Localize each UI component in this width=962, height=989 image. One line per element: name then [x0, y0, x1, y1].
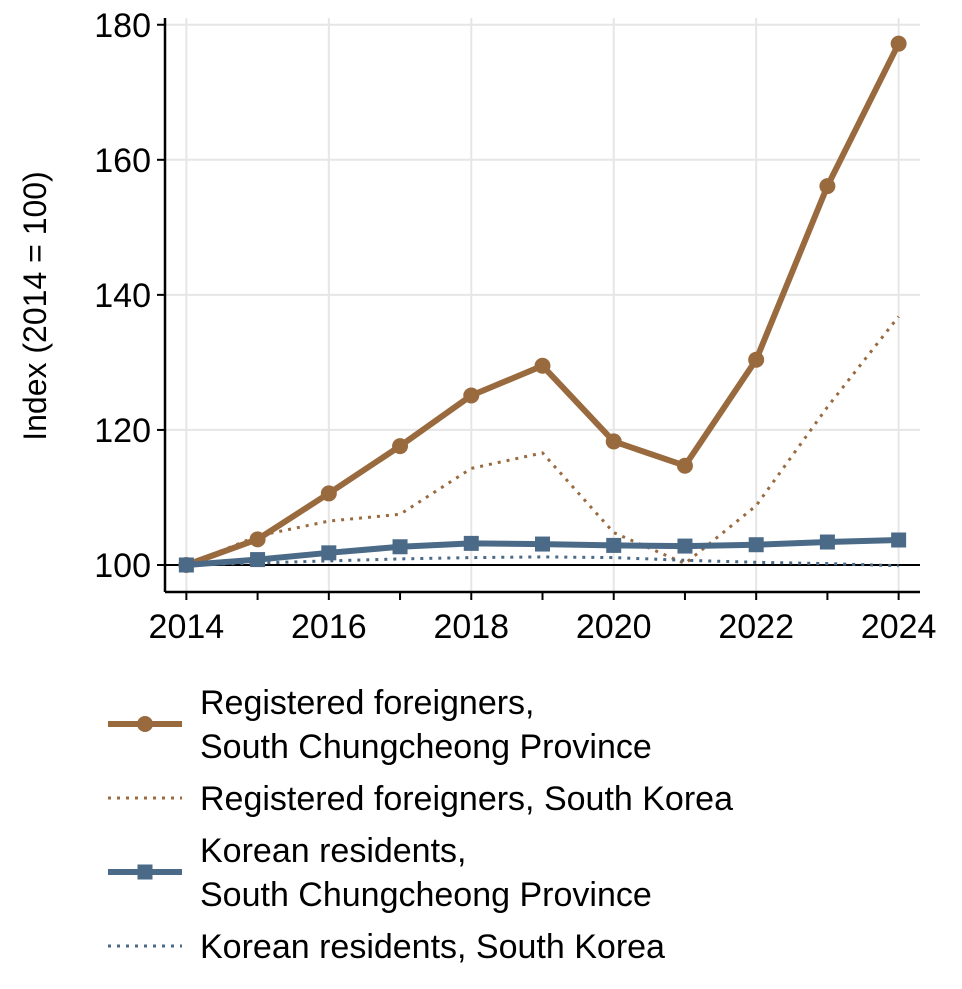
data-point-square: [748, 537, 764, 553]
y-tick-label: 180: [94, 7, 151, 45]
y-tick-label: 100: [94, 547, 151, 585]
data-point-circle: [890, 35, 907, 52]
series-group: [178, 35, 907, 573]
data-point-circle: [819, 178, 836, 195]
data-point-square: [392, 539, 408, 555]
legend-label: Registered foreigners,: [200, 684, 535, 722]
data-point-square: [891, 532, 907, 548]
legend-label: Registered foreigners, South Korea: [200, 780, 733, 818]
series-line-2: [185, 315, 900, 567]
legend-swatch-marker: [137, 716, 153, 732]
data-point-square: [677, 538, 693, 554]
data-point-square: [250, 552, 266, 568]
y-tick-label: 140: [94, 277, 151, 315]
legend-label: South Chungcheong Province: [200, 876, 652, 914]
x-tick-label: 2014: [149, 608, 225, 646]
x-tick-label: 2020: [576, 608, 652, 646]
data-point-square: [321, 545, 337, 561]
data-point-circle: [392, 438, 409, 455]
data-point-circle: [748, 351, 765, 368]
x-tick-label: 2022: [718, 608, 794, 646]
data-point-square: [819, 534, 835, 550]
legend-label: South Chungcheong Province: [200, 728, 652, 766]
grid: [165, 18, 920, 592]
data-point-square: [606, 537, 622, 553]
data-point-circle: [320, 485, 337, 502]
data-point-square: [178, 557, 194, 573]
y-tick-label: 120: [94, 412, 151, 450]
axes: [157, 18, 920, 600]
legend-label: Korean residents, South Korea: [200, 928, 665, 966]
x-tick-label: 2016: [291, 608, 367, 646]
legend-label: Korean residents,: [200, 832, 467, 870]
data-point-circle: [534, 357, 551, 374]
data-point-square: [535, 536, 550, 552]
data-point-circle: [463, 387, 480, 404]
y-axis-title: Index (2014 = 100): [17, 171, 53, 441]
legend-swatch-marker: [137, 864, 153, 880]
y-tick-label: 160: [94, 142, 151, 180]
tick-labels: 2014 2016 2018 2020 2022 2024 100 120 140 160 180: [94, 7, 936, 646]
x-tick-label: 2024: [861, 608, 937, 646]
data-point-circle: [676, 457, 693, 474]
data-point-square: [463, 535, 479, 551]
data-point-circle: [249, 531, 266, 548]
data-point-circle: [605, 433, 622, 450]
series-line-1: [183, 40, 902, 568]
legend: Registered foreigners, South Chungcheong …: [108, 684, 733, 966]
series-line-4: [186, 555, 899, 568]
x-tick-label: 2018: [433, 608, 509, 646]
